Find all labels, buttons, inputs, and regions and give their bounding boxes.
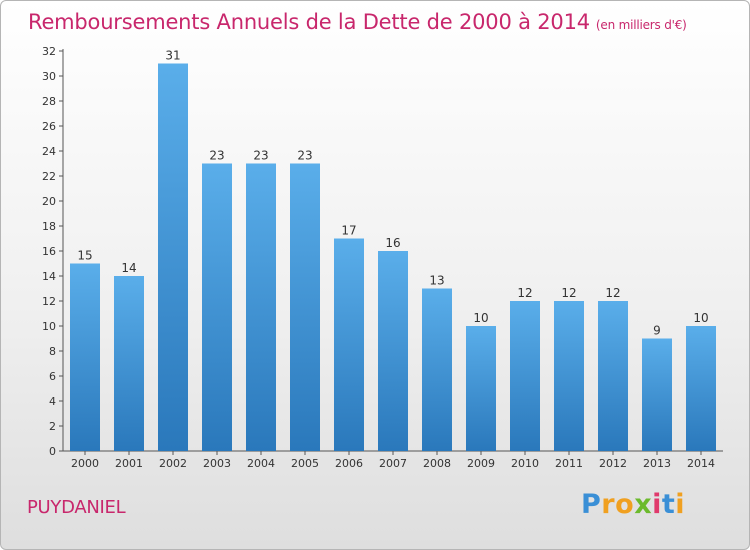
chart-title-text: Remboursements Annuels de la Dette de 20… — [28, 10, 590, 34]
y-tick-label: 8 — [49, 345, 56, 358]
x-tick-label: 2000 — [71, 457, 99, 470]
commune-name: PUYDANIEL — [27, 497, 126, 518]
y-tick-label: 28 — [42, 95, 56, 108]
bar-value-label: 12 — [605, 286, 620, 300]
bar — [598, 301, 628, 451]
x-tick-label: 2011 — [555, 457, 583, 470]
x-tick-label: 2001 — [115, 457, 143, 470]
chart-title: Remboursements Annuels de la Dette de 20… — [28, 10, 687, 34]
x-tick-label: 2002 — [159, 457, 187, 470]
y-tick-label: 6 — [49, 370, 56, 383]
logo-letter: o — [615, 489, 635, 520]
bar-value-label: 17 — [341, 224, 356, 238]
x-tick-label: 2009 — [467, 457, 495, 470]
y-tick-label: 32 — [42, 45, 56, 58]
x-tick-label: 2010 — [511, 457, 539, 470]
bar — [70, 263, 100, 451]
bar-value-label: 12 — [517, 286, 532, 300]
bar-value-label: 13 — [429, 274, 444, 288]
logo-letter: P — [581, 489, 602, 520]
bar-value-label: 23 — [209, 149, 224, 163]
y-tick-label: 2 — [49, 420, 56, 433]
logo-letter: i — [652, 489, 662, 520]
y-tick-label: 0 — [49, 445, 56, 458]
x-tick-label: 2006 — [335, 457, 363, 470]
y-tick-label: 16 — [42, 245, 56, 258]
x-tick-label: 2012 — [599, 457, 627, 470]
bar-value-label: 23 — [253, 149, 268, 163]
bar-value-label: 16 — [385, 236, 400, 250]
bar-value-label: 31 — [165, 49, 180, 63]
bar-value-label: 12 — [561, 286, 576, 300]
proxiti-logo: Proxiti — [581, 489, 685, 520]
bar-value-label: 10 — [473, 311, 488, 325]
bar-value-label: 14 — [121, 261, 136, 275]
bar-value-label: 15 — [77, 249, 92, 263]
y-tick-label: 30 — [42, 70, 56, 83]
bar-value-label: 23 — [297, 149, 312, 163]
logo-letter: i — [675, 489, 686, 520]
bar — [334, 238, 364, 451]
bar — [466, 326, 496, 451]
bar — [290, 163, 320, 451]
x-tick-label: 2013 — [643, 457, 671, 470]
bar — [246, 163, 276, 451]
bar — [158, 63, 188, 451]
y-tick-label: 26 — [42, 120, 56, 133]
logo-letter: x — [634, 489, 653, 520]
x-tick-label: 2003 — [203, 457, 231, 470]
y-tick-label: 12 — [42, 295, 56, 308]
y-tick-label: 20 — [42, 195, 56, 208]
y-tick-label: 18 — [42, 220, 56, 233]
logo-letter: t — [661, 489, 676, 520]
y-tick-label: 22 — [42, 170, 56, 183]
bar-value-label: 9 — [653, 324, 661, 338]
bar — [422, 288, 452, 451]
bar — [202, 163, 232, 451]
y-tick-label: 10 — [42, 320, 56, 333]
bar — [114, 276, 144, 451]
bar — [642, 338, 672, 451]
bar — [686, 326, 716, 451]
bar — [378, 251, 408, 451]
y-tick-label: 14 — [42, 270, 56, 283]
logo-letter: r — [601, 489, 616, 520]
x-tick-label: 2014 — [687, 457, 715, 470]
bar — [510, 301, 540, 451]
y-tick-label: 24 — [42, 145, 56, 158]
x-tick-label: 2004 — [247, 457, 275, 470]
x-tick-label: 2008 — [423, 457, 451, 470]
chart-unit: (en milliers d'€) — [595, 18, 687, 32]
x-tick-label: 2005 — [291, 457, 319, 470]
bar-value-label: 10 — [693, 311, 708, 325]
bar — [554, 301, 584, 451]
y-tick-label: 4 — [49, 395, 56, 408]
x-tick-label: 2007 — [379, 457, 407, 470]
